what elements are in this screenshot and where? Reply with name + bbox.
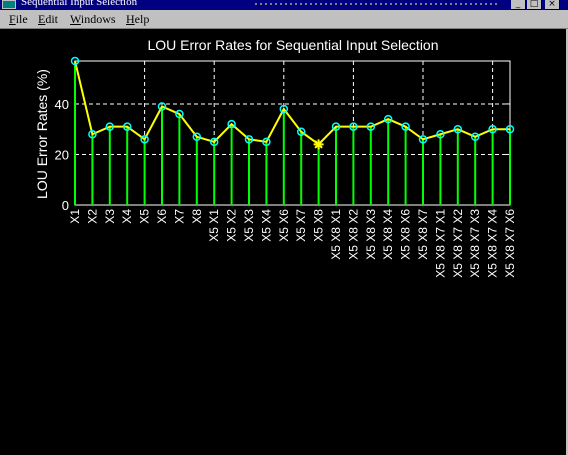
y-tick-label: 40	[55, 97, 69, 112]
chart-title: LOU Error Rates for Sequential Input Sel…	[147, 37, 438, 53]
x-tick-label: X5 X8 X1	[329, 209, 343, 260]
data-point	[70, 56, 80, 66]
data-point	[244, 135, 254, 144]
data-point	[349, 122, 358, 131]
menu-help[interactable]: Help	[126, 12, 150, 26]
x-tick-label: X1	[68, 209, 82, 224]
data-point	[227, 119, 236, 129]
data-point	[279, 104, 289, 114]
best-marker-stroke	[314, 140, 323, 149]
data-point	[470, 132, 480, 142]
data-point	[88, 130, 97, 139]
menu-edit[interactable]: Edit	[38, 12, 59, 26]
y-tick-label: 0	[62, 198, 69, 213]
x-tick-label: X5 X8 X7 X2	[451, 209, 465, 278]
x-tick-label: X5 X1	[207, 209, 221, 242]
y-tick-label: 20	[55, 147, 69, 162]
x-tick-label: X5 X3	[242, 209, 256, 242]
error-rate-line	[74, 60, 510, 146]
menu-file[interactable]: File	[9, 12, 28, 26]
x-tick-label: X5 X8 X4	[381, 209, 395, 260]
menu-windows[interactable]: Windows	[70, 12, 116, 26]
data-point	[296, 127, 306, 136]
x-tick-label: X2	[85, 209, 99, 224]
close-button[interactable]: ×	[545, 0, 560, 10]
x-tick-label: X5 X8 X7 X4	[486, 209, 500, 278]
best-marker	[313, 139, 324, 150]
x-tick-label: X5 X8 X7 X6	[503, 209, 517, 278]
title-bar: Sequential Input Selection _ □ ×	[0, 0, 568, 10]
data-point	[505, 124, 515, 134]
minimize-button[interactable]: _	[511, 0, 526, 10]
x-tick-label: X5 X2	[225, 209, 239, 242]
x-tick-labels: X1 X2 X3 X4 X5 X6 X7 X8 X5 X1 X5 X2 X5 X3 X5 X4 X5 X…	[68, 209, 517, 278]
title-bar-pattern	[255, 3, 500, 5]
data-point	[192, 132, 202, 142]
x-tick-label: X5 X8 X3	[364, 209, 378, 260]
x-tick-label: X5 X8 X7 X1	[433, 209, 447, 278]
data-point	[122, 122, 132, 131]
data-point	[262, 137, 271, 147]
y-tick-labels: 0 20 40	[55, 97, 510, 213]
x-tick-label: X4	[120, 209, 134, 224]
x-tick-label: X5 X8 X6	[399, 209, 413, 260]
data-point	[488, 124, 497, 134]
x-tick-label: X5 X8 X7 X3	[468, 209, 482, 278]
x-tick-label: X7	[172, 209, 186, 224]
x-tick-label: X3	[103, 209, 117, 224]
data-point	[383, 114, 393, 124]
x-tick-label: X5	[138, 209, 152, 224]
x-tick-label: X5 X6	[277, 209, 291, 242]
matlab-figure-icon	[2, 0, 16, 9]
data-point	[401, 122, 410, 131]
data-point	[418, 135, 428, 144]
maximize-button[interactable]: □	[527, 0, 542, 10]
stem-lines	[74, 61, 511, 205]
x-tick-label: X5 X8	[312, 209, 326, 242]
data-point	[209, 137, 219, 147]
x-tick-label: X6	[155, 209, 169, 224]
x-tick-label: X5 X8 X2	[346, 209, 360, 260]
data-point	[436, 130, 445, 139]
data-point	[105, 122, 115, 131]
data-point	[175, 109, 184, 119]
window-frame-edge	[566, 29, 568, 455]
data-point	[331, 122, 341, 131]
data-point	[366, 122, 376, 131]
x-tick-label: X5 X8 X7	[416, 209, 430, 260]
x-tick-label: X5 X7	[294, 209, 308, 242]
data-point	[453, 124, 463, 134]
data-point	[157, 102, 167, 111]
data-markers	[70, 56, 515, 150]
x-tick-label: X8	[190, 209, 204, 224]
y-axis-label: LOU Error Rates (%)	[34, 69, 50, 199]
data-point	[140, 135, 149, 144]
window-title: Sequential Input Selection	[21, 0, 138, 8]
menu-bar: File Edit Windows Help	[0, 10, 568, 29]
x-tick-label: X5 X4	[259, 209, 273, 242]
